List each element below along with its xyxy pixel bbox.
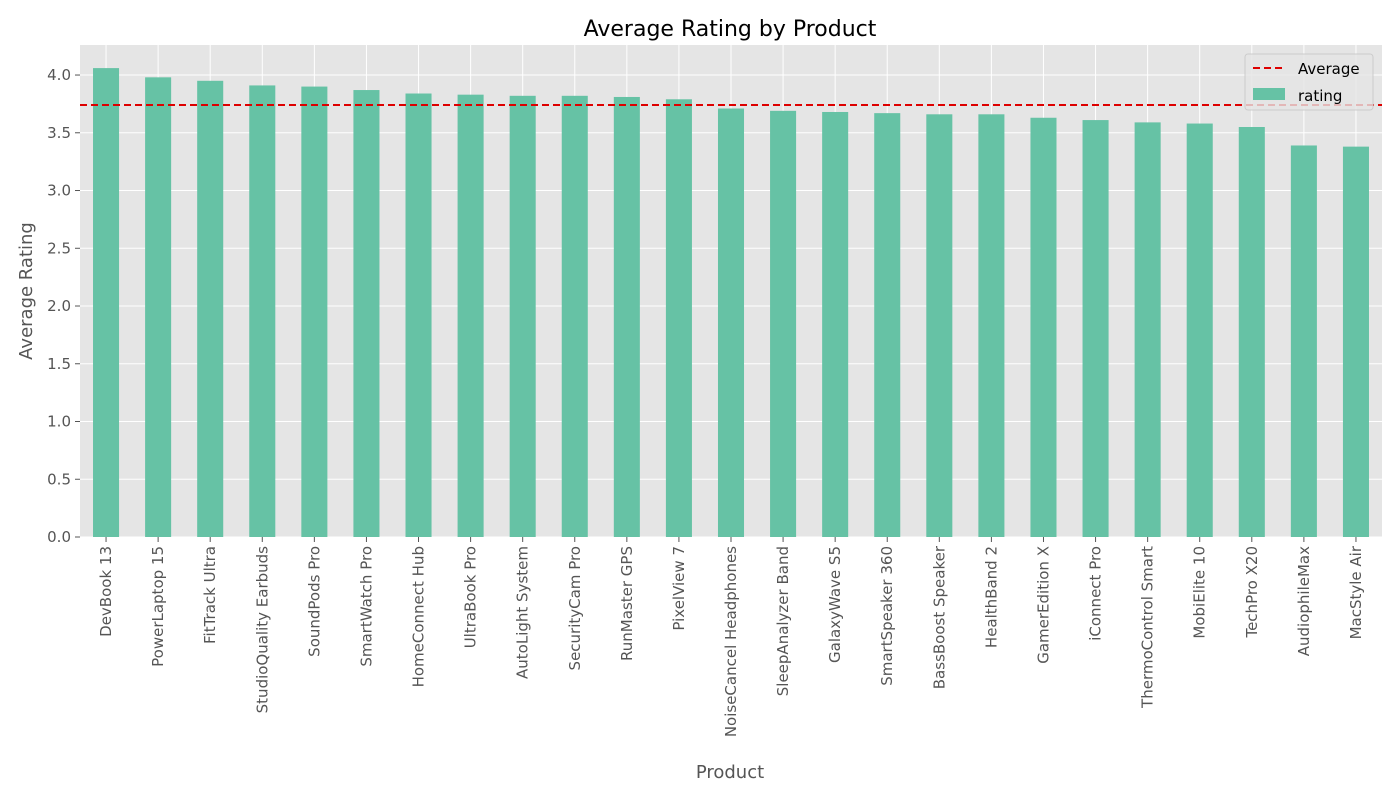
y-tick-label: 3.0 [47, 182, 71, 200]
bar [301, 86, 328, 538]
y-tick-label: 0.0 [47, 528, 71, 546]
y-tick-label: 2.5 [47, 239, 71, 257]
x-tick-label: MacStyle Air [1347, 545, 1365, 639]
bar [561, 95, 588, 538]
x-tick-label: SmartSpeaker 360 [878, 546, 896, 686]
x-tick-label: HomeConnect Hub [410, 546, 428, 687]
x-tick-label: FitTrack Ultra [201, 546, 219, 644]
bar [770, 110, 797, 537]
legend: Average rating [1244, 53, 1374, 111]
bar [978, 114, 1005, 537]
y-tick-label: 4.0 [47, 66, 71, 84]
x-tick-label: MobiElite 10 [1191, 546, 1209, 639]
x-tick-label: SecurityCam Pro [566, 546, 584, 670]
bar [1030, 117, 1057, 538]
y-tick-label: 1.0 [47, 413, 71, 431]
y-axis-label: Average Rating [16, 222, 37, 360]
x-tick-label: GalaxyWave S5 [826, 546, 844, 663]
bar [93, 68, 120, 537]
x-tick-label: NoiseCancel Headphones [722, 546, 740, 737]
bars [93, 68, 1369, 538]
x-axis-label: Product [696, 762, 764, 783]
x-tick-label: PowerLaptop 15 [149, 546, 167, 667]
bar [613, 96, 640, 537]
x-tick-label: AutoLight System [514, 546, 532, 679]
x-tick-label: SmartWatch Pro [357, 546, 375, 667]
x-tick-label: DevBook 13 [97, 546, 115, 637]
bar [145, 77, 172, 538]
legend-average-label: Average [1298, 60, 1360, 78]
x-tick-label: UltraBook Pro [462, 546, 480, 648]
legend-rating-label: rating [1298, 87, 1342, 105]
x-tick-label: RunMaster GPS [618, 546, 636, 661]
y-tick-label: 0.5 [47, 470, 71, 488]
y-tick-label: 3.5 [47, 124, 71, 142]
bar [926, 114, 953, 537]
bar [1290, 145, 1317, 537]
x-tick-label: StudioQuality Earbuds [253, 546, 271, 714]
bar [717, 108, 745, 538]
x-tick-label: ThermoControl Smart [1139, 546, 1157, 709]
x-tick-label: HealthBand 2 [982, 546, 1000, 648]
y-tick-label: 2.0 [47, 297, 71, 315]
x-tick-label: SoundPods Pro [305, 546, 323, 657]
x-tick-label: PixelView 7 [670, 546, 688, 631]
legend-rating-swatch [1253, 88, 1285, 100]
bar [1082, 120, 1109, 537]
x-tick-label: GamerEdition X [1034, 546, 1052, 664]
bar [457, 94, 484, 537]
bar [405, 93, 432, 537]
bar [249, 85, 276, 537]
y-tick-label: 1.5 [47, 355, 71, 373]
bar [665, 99, 692, 538]
x-axis-ticks: DevBook 13 PowerLaptop 15 FitTrack Ultra St… [97, 537, 1365, 737]
x-tick-label: TechPro X20 [1243, 546, 1261, 639]
x-tick-label: iConnect Pro [1087, 546, 1105, 641]
x-tick-label: SleepAnalyzer Band [774, 546, 792, 696]
x-tick-label: AudiophileMax [1295, 546, 1313, 656]
chart-title: Average Rating by Product [584, 17, 877, 42]
bar [353, 90, 380, 538]
bar [1186, 123, 1213, 537]
x-tick-label: BassBoost Speaker [930, 545, 948, 689]
bar [874, 113, 901, 538]
bar [197, 80, 224, 537]
bar [1342, 146, 1369, 538]
bar [1238, 127, 1265, 537]
y-axis-ticks: 0.0 0.5 1.0 1.5 2.0 2.5 3.0 3.5 4.0 [47, 66, 80, 546]
bar [1134, 122, 1161, 537]
bar [822, 111, 849, 538]
bar [509, 95, 536, 538]
